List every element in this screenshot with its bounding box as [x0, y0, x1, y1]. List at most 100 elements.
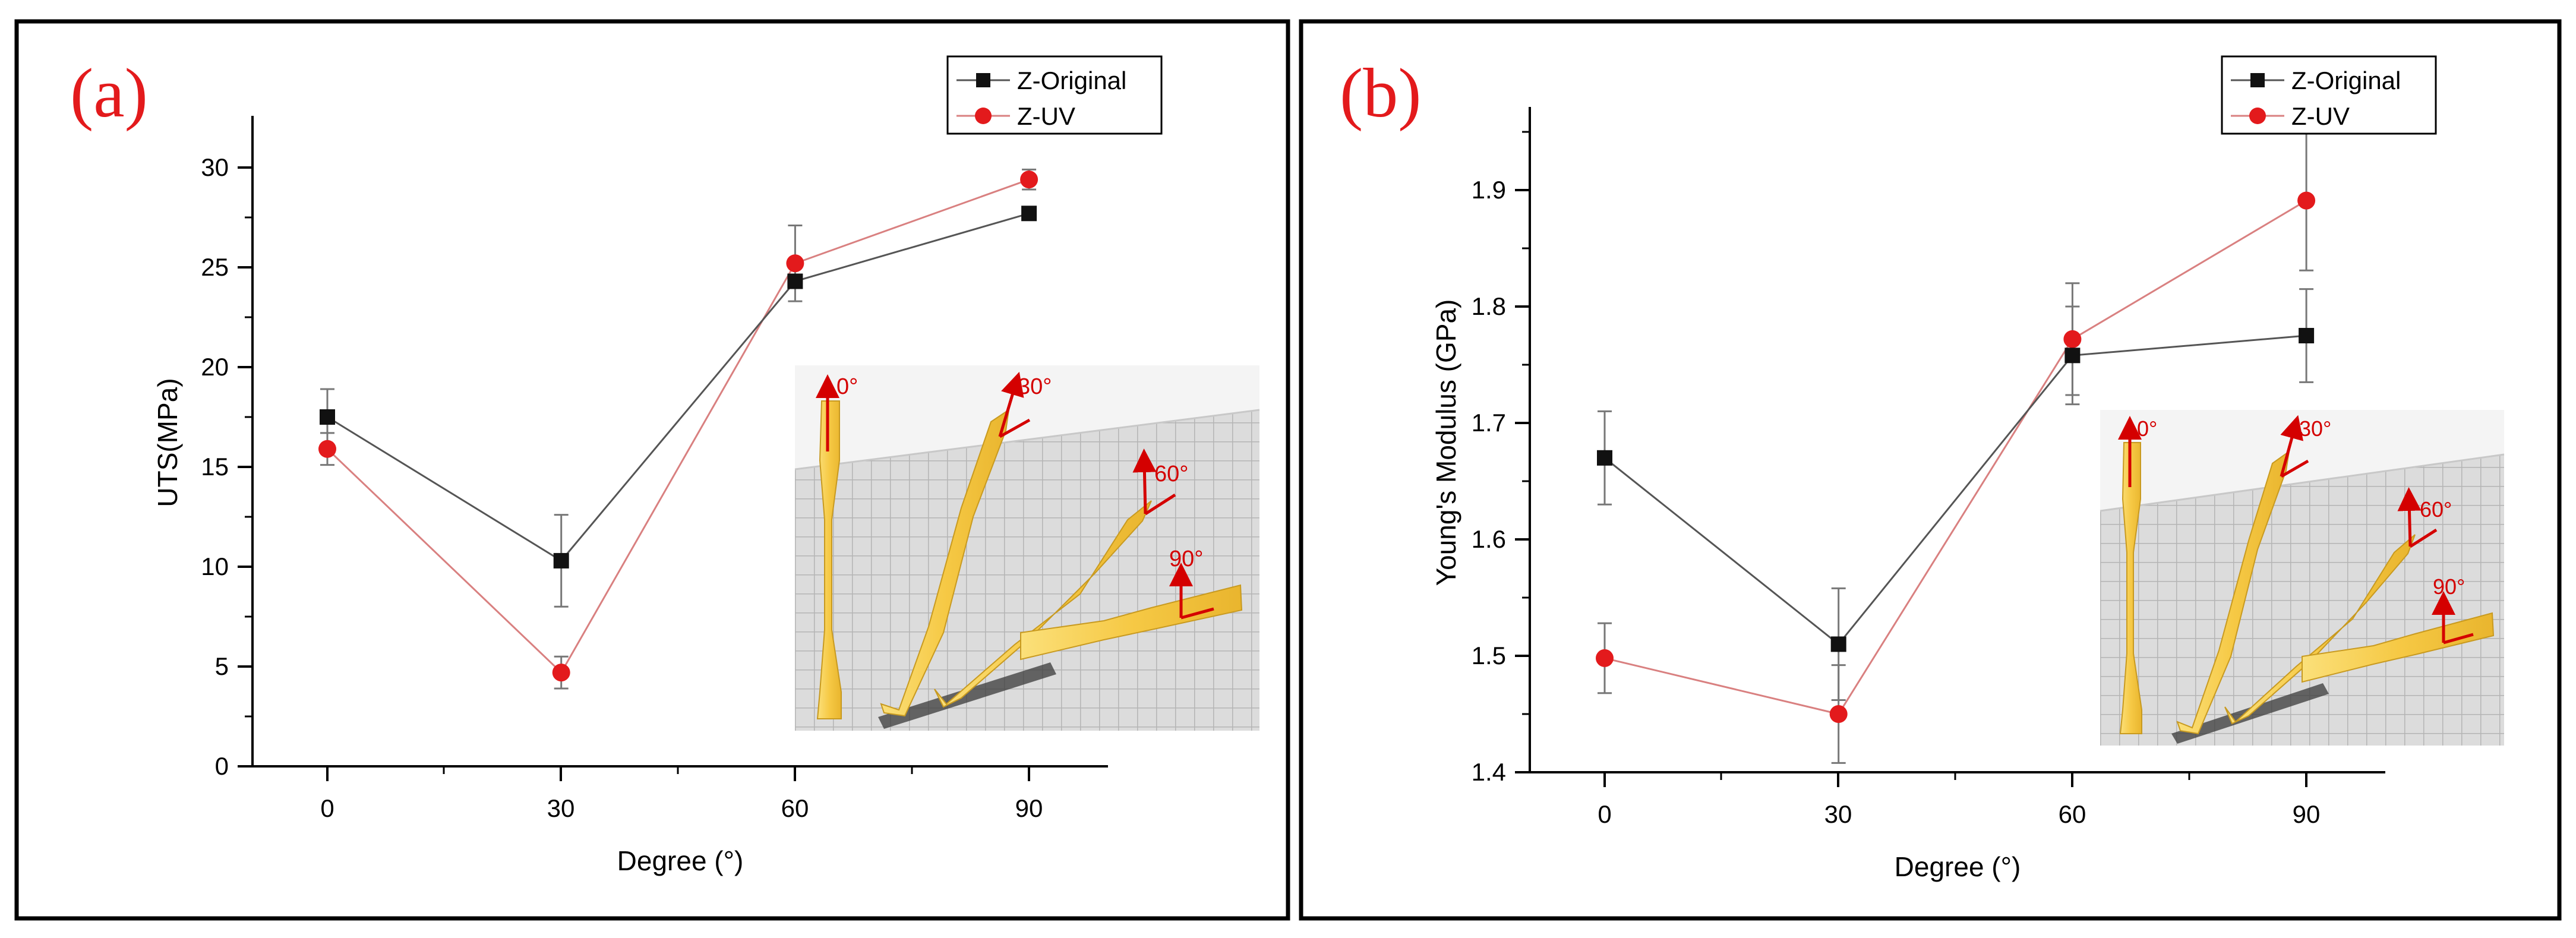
x-axis-label-a: Degree (°) [617, 845, 744, 876]
ytick-b-1.5: 1.5 [1472, 642, 1530, 669]
data-point-z-original-0 [1597, 450, 1612, 466]
series-line-z-uv [326, 178, 1030, 674]
plot-b-xticks: 0 30 60 90 [1598, 772, 2320, 828]
inset-label-60: 60° [2420, 497, 2452, 522]
ytick-label: 10 [201, 552, 229, 580]
ytick-b-1.9: 1.9 [1472, 176, 1530, 204]
ytick-b-1.4: 1.4 [1472, 758, 1530, 786]
ytick-b-1.8: 1.8 [1472, 292, 1530, 320]
legend-entry-uv: Z-UV [2231, 102, 2350, 130]
xtick-a-0: 0 [320, 766, 334, 822]
ytick-a-30: 30 [201, 153, 252, 181]
ytick-label: 5 [215, 652, 229, 680]
y-axis-label-a: UTS(MPa) [152, 378, 183, 507]
plot-b-data [1596, 130, 2316, 764]
legend-marker-circle [2249, 108, 2266, 124]
xtick-label: 90 [2293, 800, 2321, 828]
xtick-label: 90 [1015, 794, 1043, 822]
xtick-b-60: 60 [2059, 772, 2086, 828]
legend-entry-original: Z-Original [956, 67, 1126, 94]
xtick-label: 60 [2059, 800, 2086, 828]
specimen-90-deg: 90° [2302, 574, 2495, 683]
ytick-a-5: 5 [215, 652, 252, 680]
inset-label-30: 30° [2299, 416, 2331, 441]
plot-b-axes [1529, 107, 2385, 773]
plot-a-yticks: 0 5 10 15 20 25 30 [201, 153, 252, 780]
xtick-label: 60 [781, 794, 809, 822]
ytick-label: 1.8 [1472, 292, 1506, 320]
data-point-z-original-30 [1830, 636, 1846, 652]
legend-label: Z-Original [2291, 67, 2401, 94]
xtick-label: 30 [1824, 800, 1852, 828]
ytick-label: 0 [215, 752, 229, 780]
xtick-b-0: 0 [1598, 772, 1612, 828]
data-point-z-uv-60 [2063, 330, 2082, 348]
ytick-a-25: 25 [201, 253, 252, 281]
specimen-0-deg: 0° [816, 374, 858, 719]
data-point-z-uv-90 [2297, 191, 2316, 210]
ytick-label: 25 [201, 253, 229, 281]
xtick-a-30: 30 [547, 766, 575, 822]
data-point-z-original-90 [1021, 206, 1037, 222]
legend-marker-square [976, 73, 990, 87]
ytick-label: 1.5 [1472, 642, 1506, 669]
legend-marker-square [2250, 73, 2265, 87]
xtick-a-60: 60 [781, 766, 809, 822]
xtick-b-90: 90 [2293, 772, 2321, 828]
data-point-z-original-90 [2299, 328, 2315, 343]
legend-marker-circle [975, 108, 992, 124]
xtick-b-30: 30 [1824, 772, 1852, 828]
legend-label: Z-UV [1017, 102, 1075, 130]
ytick-label: 20 [201, 353, 229, 381]
inset-image-a: 0° 30° 60° 90° [794, 365, 1260, 731]
plot-a-axes [251, 116, 1108, 768]
ytick-label: 1.4 [1472, 758, 1506, 786]
specimen-30-deg: 30° [2176, 415, 2331, 735]
data-point-z-uv-0 [318, 440, 336, 458]
ytick-a-15: 15 [201, 453, 252, 481]
data-point-z-original-0 [320, 409, 335, 425]
data-point-z-original-30 [553, 552, 569, 569]
data-point-z-uv-60 [786, 254, 804, 273]
ytick-label: 1.7 [1472, 409, 1506, 437]
legend-entry-original: Z-Original [2231, 67, 2401, 94]
xtick-label: 30 [547, 794, 575, 822]
data-point-z-original-60 [787, 273, 803, 289]
y-axis-label-b: Young's Modulus (GPa) [1431, 299, 1461, 586]
ytick-label: 30 [201, 153, 229, 181]
xtick-label: 0 [1598, 800, 1611, 828]
specimen-90-deg: 90° [1020, 547, 1243, 661]
data-point-z-uv-90 [1020, 170, 1038, 189]
panel-a-label: (a) [70, 54, 148, 132]
series-line-z-original [1604, 334, 2307, 646]
x-axis-label-b: Degree (°) [1895, 851, 2021, 882]
panel-b: (b) 1.4 1.5 1.6 1.7 1.8 1.9 0 30 60 90 [1299, 19, 2562, 921]
ytick-label: 15 [201, 453, 229, 481]
series-line-z-original [327, 212, 1030, 562]
specimen-0-deg: 0° [2118, 416, 2157, 734]
data-point-z-uv-30 [552, 664, 570, 682]
legend-label: Z-UV [2291, 102, 2350, 130]
data-point-z-original-60 [2064, 348, 2081, 364]
xtick-a-90: 90 [1015, 766, 1043, 822]
specimen-30-deg: 30° [880, 371, 1052, 717]
inset-label-0: 0° [836, 374, 858, 399]
panel-a: (a) 0 5 10 15 20 25 30 0 30 60 90 [14, 19, 1290, 921]
ytick-a-10: 10 [201, 552, 252, 580]
inset-label-90: 90° [1169, 547, 1203, 571]
plot-a-xticks: 0 30 60 90 [320, 766, 1043, 822]
specimen-60-deg: 60° [934, 449, 1188, 708]
ytick-a-20: 20 [201, 353, 252, 381]
ytick-a-0: 0 [215, 752, 252, 780]
legend-a: Z-Original Z-UV [946, 55, 1163, 135]
specimen-60-deg: 60° [2224, 487, 2452, 725]
xtick-label: 0 [320, 794, 334, 822]
legend-entry-uv: Z-UV [956, 102, 1075, 130]
inset-label-0: 0° [2137, 416, 2157, 441]
series-line-z-uv [1604, 200, 2307, 715]
plot-b-yticks: 1.4 1.5 1.6 1.7 1.8 1.9 [1472, 131, 1530, 786]
ytick-label: 1.9 [1472, 176, 1506, 204]
panel-b-label: (b) [1340, 54, 1422, 132]
legend-label: Z-Original [1017, 67, 1126, 94]
